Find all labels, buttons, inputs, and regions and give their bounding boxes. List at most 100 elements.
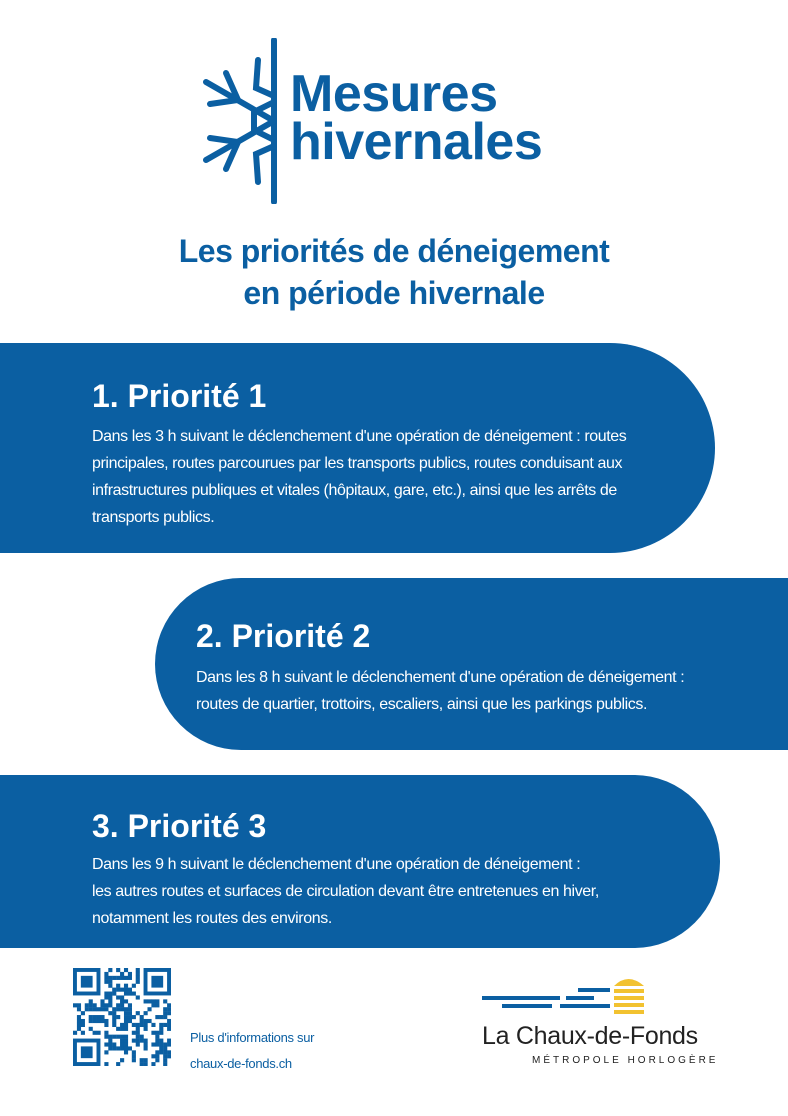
qr-module — [120, 1003, 125, 1008]
qr-module — [120, 1058, 125, 1063]
qr-module — [120, 1026, 125, 1031]
logo-name: La Chaux-de-Fonds — [482, 1022, 698, 1050]
qr-module — [80, 1030, 85, 1035]
qr-module — [127, 1007, 132, 1012]
text-line: Dans les 8 h suivant le déclenchement d'… — [196, 669, 685, 686]
subtitle-line: Les priorités de déneigement — [178, 233, 610, 269]
qr-module — [143, 1038, 148, 1043]
qr-module — [131, 1050, 136, 1055]
qr-module — [127, 1011, 132, 1016]
qr-module — [104, 1062, 109, 1066]
qr-module — [84, 1007, 89, 1012]
qr-module — [163, 1011, 168, 1016]
priority-text: Dans les 9 h suivant le déclenchement d'… — [92, 851, 599, 932]
qr-module — [139, 1022, 144, 1027]
qr-module — [112, 1022, 117, 1027]
qr-module — [80, 975, 93, 988]
qr-module — [76, 1018, 82, 1024]
qr-module — [112, 1034, 117, 1039]
snowflake-icon — [203, 38, 277, 204]
qr-module — [163, 1007, 168, 1012]
qr-module — [123, 983, 129, 988]
qr-module — [88, 1018, 93, 1024]
qr-module — [123, 1042, 129, 1047]
qr-module — [116, 1015, 121, 1020]
text-line: principales, routes parcourues par les t… — [92, 455, 623, 472]
qr-module — [116, 987, 121, 992]
qr-module — [159, 1015, 164, 1020]
text-line: notamment les routes des environs. — [92, 910, 332, 927]
qr-module — [135, 971, 140, 977]
qr-module — [143, 1058, 148, 1063]
qr-module — [159, 1042, 164, 1047]
qr-module — [155, 1042, 160, 1047]
qr-module — [155, 1015, 160, 1020]
qr-module — [92, 1030, 97, 1035]
qr-module — [120, 1038, 125, 1043]
qr-module — [159, 1050, 164, 1055]
qr-module — [167, 1038, 171, 1043]
qr-module — [131, 983, 136, 988]
qr-module — [159, 1030, 164, 1035]
qr-module — [151, 1062, 156, 1066]
qr-module — [88, 1015, 93, 1020]
qr-module — [100, 1007, 105, 1012]
qr-module — [108, 1042, 113, 1047]
qr-module — [96, 1030, 101, 1035]
qr-module — [143, 1042, 148, 1047]
info-text: Plus d'informations sur chaux-de-fonds.c… — [190, 1025, 315, 1077]
qr-module — [92, 1007, 97, 1012]
qr-module — [120, 1007, 125, 1012]
qr-module — [120, 1034, 125, 1039]
qr-module — [73, 1030, 78, 1035]
qr-module — [112, 1018, 117, 1024]
title-line: hivernales — [290, 113, 543, 171]
qr-module — [123, 1011, 129, 1016]
qr-module — [127, 991, 132, 996]
qr-module — [120, 975, 125, 980]
qr-module — [163, 1022, 168, 1027]
qr-module — [104, 991, 109, 996]
qr-module — [143, 1018, 148, 1024]
qr-module — [123, 1007, 129, 1012]
qr-module — [116, 1062, 121, 1066]
qr-module — [127, 1015, 132, 1020]
qr-module — [159, 1026, 164, 1031]
qr-module — [155, 1058, 160, 1063]
qr-module — [167, 1003, 171, 1008]
qr-module — [139, 1034, 144, 1039]
qr-module — [88, 1026, 93, 1031]
qr-module — [151, 1042, 156, 1047]
qr-module — [104, 979, 109, 984]
qr-module — [167, 1011, 171, 1016]
qr-module — [167, 1018, 171, 1024]
qr-module — [135, 1042, 140, 1047]
qr-module — [112, 1046, 117, 1051]
qr-module — [120, 987, 125, 992]
qr-module — [151, 1022, 156, 1027]
qr-module — [96, 1007, 101, 1012]
text-line: Dans les 3 h suivant le déclenchement d'… — [92, 428, 627, 445]
qr-module — [76, 1026, 82, 1031]
qr-module — [163, 1050, 168, 1055]
qr-module — [104, 1030, 109, 1035]
qr-module — [80, 1018, 85, 1024]
qr-module — [123, 1038, 129, 1043]
qr-module — [143, 1011, 148, 1016]
qr-module — [123, 1050, 129, 1055]
qr-module — [104, 1018, 109, 1024]
text-line: transports publics. — [92, 509, 215, 526]
qr-module — [108, 1046, 113, 1051]
qr-module — [143, 1046, 148, 1051]
logo-mark — [482, 979, 644, 1014]
qr-module — [139, 1015, 144, 1020]
qr-module — [88, 1007, 93, 1012]
qr-module — [167, 1007, 171, 1012]
text-line: Dans les 9 h suivant le déclenchement d'… — [92, 856, 581, 873]
qr-code — [73, 968, 171, 1066]
qr-module — [135, 979, 140, 984]
qr-module — [120, 1046, 125, 1051]
qr-module — [159, 1046, 164, 1051]
qr-module — [167, 1042, 171, 1047]
info-line: chaux-de-fonds.ch — [190, 1056, 292, 1071]
